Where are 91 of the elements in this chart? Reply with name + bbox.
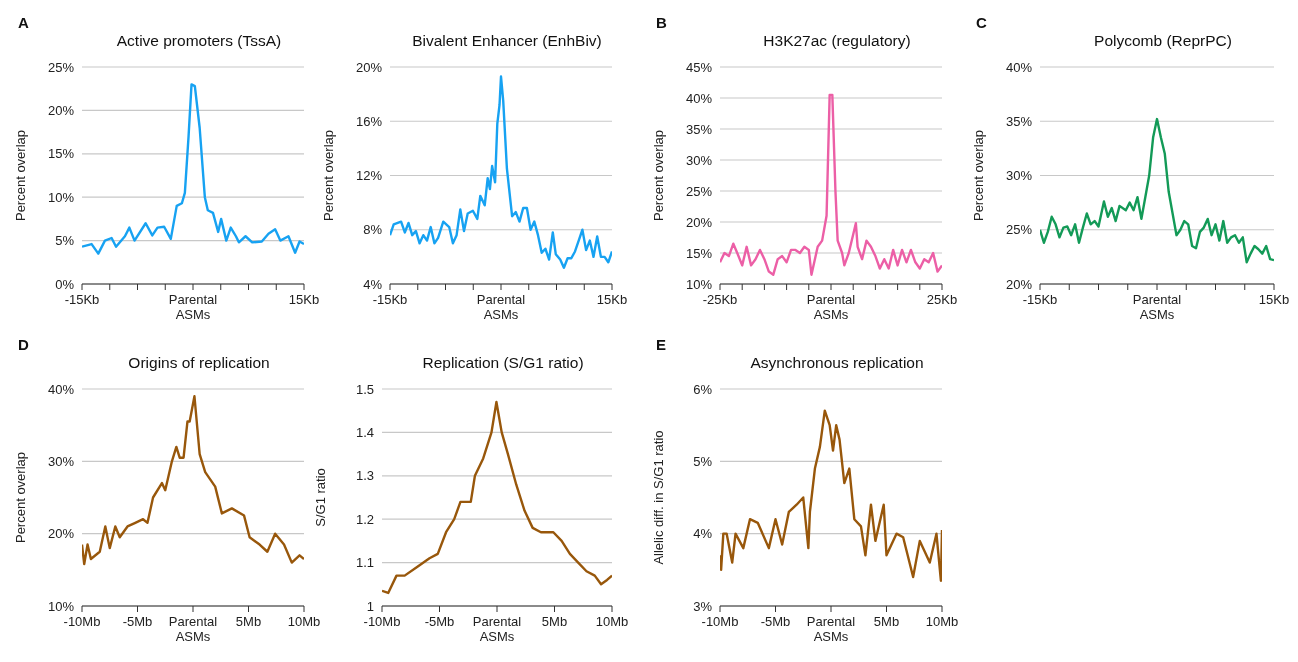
x-tick-label: -15Kb <box>64 292 100 307</box>
y-tick-label: 1.2 <box>355 511 374 527</box>
text: A <box>18 14 29 31</box>
y-tick-label: 1.3 <box>355 468 374 484</box>
y-tick-label: 30% <box>685 152 713 168</box>
x-tick-label: 10Mb <box>287 614 321 629</box>
y-tick-label: 10% <box>47 598 75 614</box>
y-tick-label: 15% <box>47 146 75 162</box>
text: C <box>976 14 987 31</box>
y-tick-label: 25% <box>1005 222 1033 238</box>
y-tick-label: 35% <box>1005 113 1033 129</box>
y-tick-label: 30% <box>1005 168 1033 184</box>
chart-title: Asynchronous replication <box>749 354 925 372</box>
chart-title: Active promoters (TssA) <box>115 32 283 50</box>
y-tick-label: 20% <box>685 214 713 230</box>
text: B <box>656 14 667 31</box>
chart-title: Replication (S/G1 ratio) <box>421 354 585 372</box>
text: E <box>656 336 667 353</box>
y-tick-label: 35% <box>685 121 713 137</box>
x-tick-label: Parental ASMs <box>806 292 856 322</box>
y-tick-label: 20% <box>355 59 383 75</box>
y-axis-title: S/G1 ratio <box>312 468 328 527</box>
y-tick-label: 5% <box>693 453 713 469</box>
y-tick-label: 12% <box>355 168 383 184</box>
y-tick-label: 45% <box>685 59 713 75</box>
x-tick-label: -25Kb <box>702 292 738 307</box>
x-tick-label: 25Kb <box>926 292 958 307</box>
text: D <box>18 336 29 353</box>
chart-title: Bivalent Enhancer (EnhBiv) <box>411 32 603 50</box>
y-axis-title: Percent overlap <box>12 451 28 544</box>
line-series <box>382 400 612 595</box>
x-tick-label: -15Kb <box>372 292 408 307</box>
x-tick-label: 5Mb <box>235 614 262 629</box>
y-tick-label: 1.4 <box>355 425 374 441</box>
y-tick-label: 8% <box>363 222 383 238</box>
x-tick-label: -5Mb <box>760 614 791 629</box>
x-tick-label: 15Kb <box>596 292 628 307</box>
y-tick-label: 20% <box>1005 276 1033 292</box>
y-axis-title: Allelic diff. in S/G1 ratio <box>650 430 666 565</box>
y-axis-title: Percent overlap <box>320 129 336 222</box>
x-tick-label: Parental ASMs <box>472 614 522 644</box>
x-tick-label: Parental ASMs <box>476 292 526 322</box>
x-tick-label: -5Mb <box>424 614 455 629</box>
line-series <box>720 409 942 582</box>
y-tick-label: 0% <box>55 276 75 292</box>
line-series <box>82 395 304 566</box>
x-tick-label: -10Mb <box>63 614 101 629</box>
line-series <box>390 75 612 269</box>
y-tick-label: 1.1 <box>355 555 374 571</box>
y-axis-title: Percent overlap <box>12 129 28 222</box>
y-tick-label: 40% <box>47 381 75 397</box>
y-tick-label: 40% <box>1005 59 1033 75</box>
line-series <box>720 93 942 276</box>
x-tick-label: -10Mb <box>701 614 739 629</box>
x-tick-label: 10Mb <box>595 614 629 629</box>
y-tick-label: 4% <box>363 276 383 292</box>
y-tick-label: 4% <box>693 526 713 542</box>
x-tick-label: -15Kb <box>1022 292 1058 307</box>
y-tick-label: 30% <box>47 453 75 469</box>
y-tick-label: 15% <box>685 245 713 261</box>
y-tick-label: 5% <box>55 233 75 249</box>
y-tick-label: 20% <box>47 526 75 542</box>
x-tick-label: Parental ASMs <box>806 614 856 644</box>
chart-title: Polycomb (ReprPC) <box>1093 32 1233 50</box>
y-tick-label: 25% <box>685 183 713 199</box>
x-tick-label: 10Mb <box>925 614 959 629</box>
x-tick-label: 5Mb <box>873 614 900 629</box>
x-tick-label: Parental ASMs <box>168 614 218 644</box>
x-tick-label: 5Mb <box>541 614 568 629</box>
y-tick-label: 25% <box>47 59 75 75</box>
y-tick-label: 1 <box>366 598 374 614</box>
x-tick-label: 15Kb <box>1258 292 1290 307</box>
x-tick-label: Parental ASMs <box>1132 292 1182 322</box>
y-tick-label: 1.5 <box>355 381 374 397</box>
x-tick-label: -5Mb <box>122 614 153 629</box>
line-series <box>1040 117 1274 264</box>
x-tick-label: Parental ASMs <box>168 292 218 322</box>
chart-title: H3K27ac (regulatory) <box>762 32 912 50</box>
y-tick-label: 20% <box>47 103 75 119</box>
x-tick-label: -10Mb <box>363 614 401 629</box>
y-axis-title: Percent overlap <box>650 129 666 222</box>
y-axis-title: Percent overlap <box>970 129 986 222</box>
chart-title: Origins of replication <box>127 354 271 372</box>
y-tick-label: 6% <box>693 381 713 397</box>
y-tick-label: 10% <box>47 189 75 205</box>
y-tick-label: 3% <box>693 598 713 614</box>
y-tick-label: 16% <box>355 113 383 129</box>
y-tick-label: 10% <box>685 276 713 292</box>
line-series <box>82 83 304 255</box>
x-tick-label: 15Kb <box>288 292 320 307</box>
y-tick-label: 40% <box>685 90 713 106</box>
